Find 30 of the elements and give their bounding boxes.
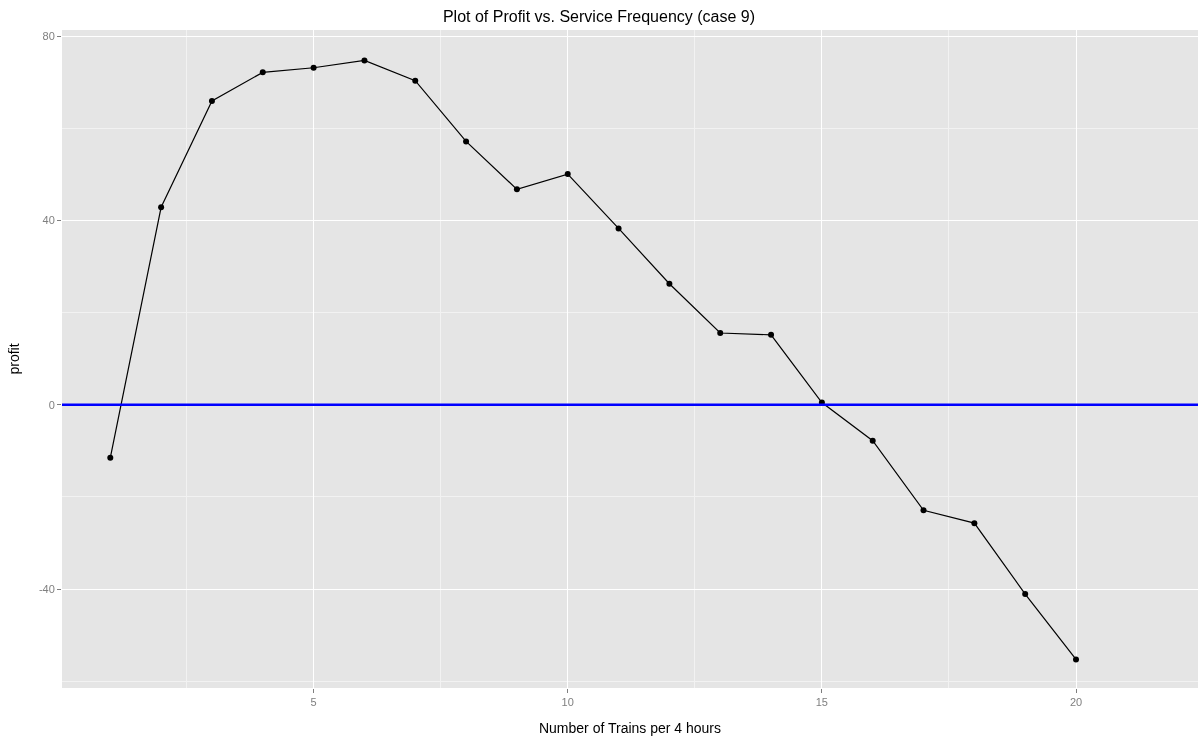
point: [1022, 591, 1029, 598]
point: [208, 97, 215, 104]
chart-title: Plot of Profit vs. Service Frequency (case 9): [442, 8, 756, 26]
point: [463, 138, 470, 145]
x-tick-label: 15: [815, 696, 828, 709]
point: [920, 507, 927, 514]
y-tick-label: 0: [48, 398, 55, 411]
y-tick-label: 40: [42, 214, 55, 227]
point: [158, 204, 165, 211]
point: [717, 329, 724, 336]
y-tick-label: 80: [42, 30, 55, 43]
y-axis-title: profit: [6, 343, 23, 375]
point: [666, 280, 673, 287]
x-tick-label: 5: [310, 696, 317, 709]
point: [564, 171, 571, 178]
x-tick-label: 10: [561, 696, 574, 709]
point: [768, 331, 775, 338]
point: [615, 225, 622, 232]
point: [869, 437, 876, 444]
point: [310, 64, 317, 71]
point: [361, 57, 368, 64]
point: [412, 77, 419, 84]
x-tick-label: 20: [1069, 696, 1083, 709]
point: [971, 520, 978, 527]
point: [513, 186, 520, 193]
x-axis-title: Number of Trains per 4 hours: [538, 719, 722, 736]
y-tick-label: -40: [38, 582, 55, 595]
point: [1073, 656, 1080, 663]
point: [259, 69, 266, 76]
point: [107, 454, 114, 461]
